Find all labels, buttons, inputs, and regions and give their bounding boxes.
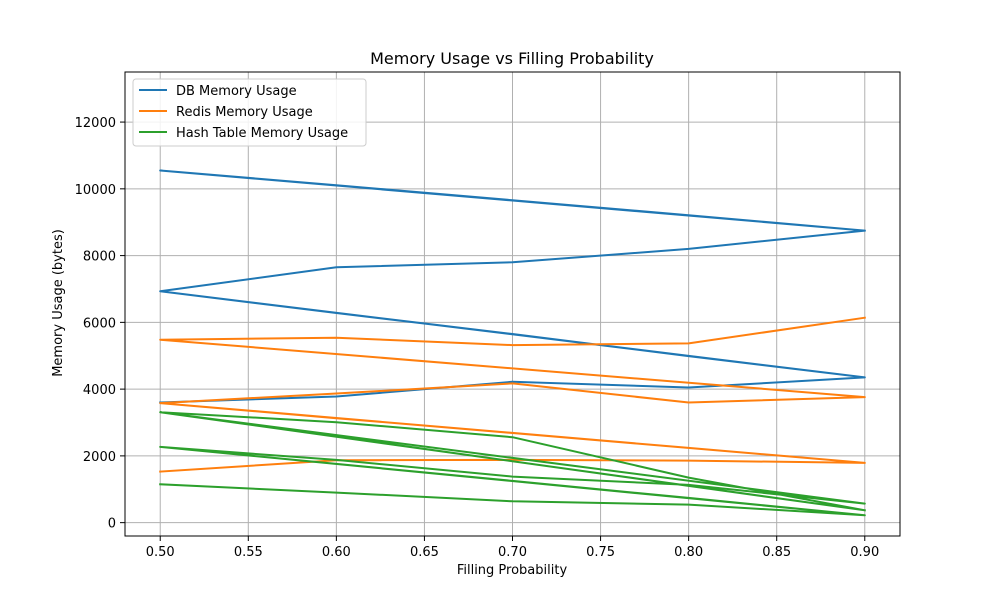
series-line-1: [159, 316, 866, 473]
y-tick-label: 2000: [83, 450, 116, 465]
x-tick-label: 0.80: [674, 545, 703, 560]
y-tick-label: 6000: [83, 316, 116, 331]
chart-title: Memory Usage vs Filling Probability: [370, 49, 654, 68]
y-tick-label: 4000: [83, 383, 116, 398]
y-tick-label: 0: [108, 517, 116, 532]
legend-label-hash: Hash Table Memory Usage: [176, 126, 348, 141]
tick-layer: 0.50 0.55 0.60 0.65 0.70 0.75 0.80 0.85 0.90 0 200…: [75, 116, 880, 560]
y-axis-label: Memory Usage (bytes): [51, 229, 66, 377]
y-tick-label: 10000: [75, 183, 116, 198]
x-axis-label: Filling Probability: [457, 563, 568, 578]
series-layer: [159, 169, 866, 517]
x-tick-label: 0.65: [410, 545, 439, 560]
legend: DB Memory Usage Redis Memory Usage Hash …: [132, 78, 367, 147]
x-tick-label: 0.70: [498, 545, 527, 560]
x-tick-label: 0.90: [850, 545, 879, 560]
legend-box: [132, 78, 367, 147]
x-tick-label: 0.50: [146, 545, 175, 560]
series-line-2: [159, 411, 866, 517]
y-tick-label: 8000: [83, 250, 116, 265]
x-tick-label: 0.75: [586, 545, 615, 560]
legend-label-redis: Redis Memory Usage: [176, 105, 313, 120]
x-tick-label: 0.60: [322, 545, 351, 560]
legend-label-db: DB Memory Usage: [176, 84, 297, 99]
x-tick-label: 0.55: [234, 545, 263, 560]
x-tick-label: 0.85: [762, 545, 791, 560]
y-tick-label: 12000: [75, 116, 116, 131]
